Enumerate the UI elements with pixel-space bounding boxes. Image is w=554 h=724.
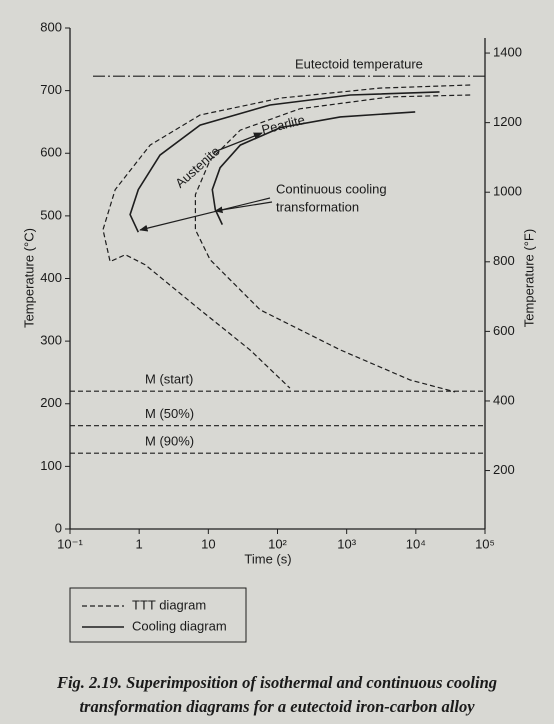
plot: 0 100 200 300 400 500 600 700 800 200 400 600 800 100… (40, 19, 522, 551)
y-tick-label: 600 (40, 145, 62, 160)
x-tick-label: 10⁵ (475, 536, 495, 551)
y-tick-label: 400 (40, 270, 62, 285)
reference-label: M (50%) (145, 406, 194, 421)
legend-label: Cooling diagram (132, 618, 227, 633)
legend-label: TTT diagram (132, 597, 206, 612)
annotation: transformation (276, 199, 359, 214)
caption-line: Fig. 2.19. Superimposition of isothermal… (56, 673, 497, 692)
caption-line: transformation diagrams for a eutectoid … (79, 697, 475, 716)
curve (211, 111, 416, 225)
y2-tick-label: 1200 (493, 114, 522, 129)
y-axis-label: Temperature (°C) (21, 228, 36, 328)
x-tick-label: 10² (268, 536, 287, 551)
y2-tick-label: 1000 (493, 184, 522, 199)
y-tick-label: 0 (55, 520, 62, 535)
x-axis-label: Time (s) (244, 551, 291, 566)
y2-tick-label: 800 (493, 253, 515, 268)
x-tick-label: 10³ (337, 536, 356, 551)
reference-label: M (start) (145, 372, 193, 387)
y-tick-label: 200 (40, 395, 62, 410)
y2-tick-label: 1400 (493, 44, 522, 59)
annotation: Pearlite (260, 112, 306, 137)
y-tick-label: 500 (40, 207, 62, 222)
y2-tick-label: 400 (493, 392, 515, 407)
arrow (213, 132, 263, 153)
curve (129, 91, 440, 233)
y-tick-label: 300 (40, 333, 62, 348)
y-tick-label: 800 (40, 19, 62, 34)
annotation: Continuous cooling (276, 181, 387, 196)
x-tick-label: 10⁴ (406, 536, 426, 551)
y-tick-label: 100 (40, 458, 62, 473)
reference-label: M (90%) (145, 434, 194, 449)
curve (194, 94, 471, 393)
x-tick-label: 10 (201, 536, 215, 551)
y2-axis-label: Temperature (°F) (521, 229, 536, 327)
x-tick-label: 10⁻¹ (57, 536, 83, 551)
arrow (139, 197, 271, 232)
y-tick-label: 700 (40, 82, 62, 97)
arrow (214, 201, 273, 214)
y2-tick-label: 600 (493, 323, 515, 338)
reference-label: Eutectoid temperature (295, 57, 423, 72)
y2-tick-label: 200 (493, 462, 515, 477)
legend-box (69, 587, 247, 643)
curve (102, 84, 471, 389)
x-tick-label: 1 (136, 536, 143, 551)
